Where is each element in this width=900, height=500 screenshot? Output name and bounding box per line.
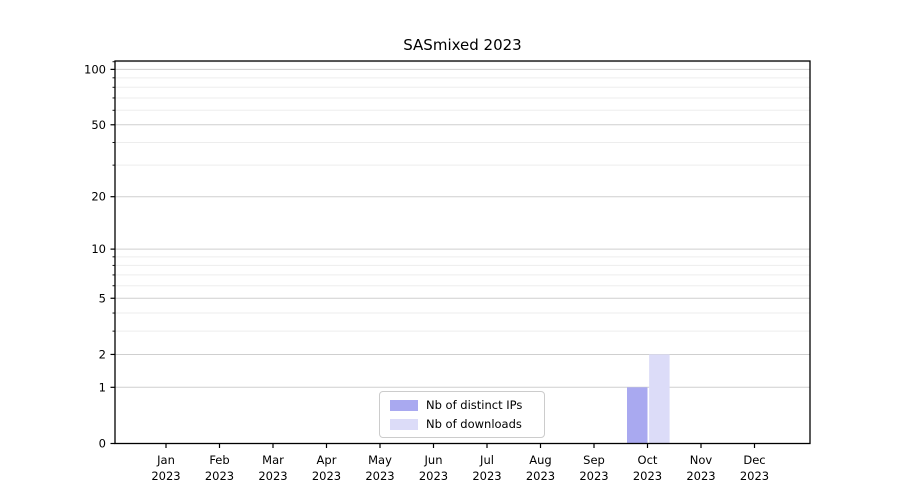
x-tick-label-month: Nov [690, 453, 713, 467]
x-tick-label-year: 2023 [151, 469, 180, 483]
x-tick-label-month: May [368, 453, 392, 467]
x-tick-label-year: 2023 [686, 469, 715, 483]
bar-nb-of-downloads-oct-2023 [649, 354, 670, 444]
x-tick-label-month: Oct [638, 453, 658, 467]
x-tick-label-year: 2023 [472, 469, 501, 483]
y-tick-label: 10 [91, 242, 106, 256]
y-tick-label: 5 [99, 291, 106, 305]
legend-swatch-downloads [390, 418, 418, 430]
bar-nb-of-distinct-ips-oct-2023 [627, 387, 648, 444]
x-tick-label-year: 2023 [740, 469, 769, 483]
legend-swatch-distinct-ips [390, 399, 418, 411]
x-tick-label-year: 2023 [579, 469, 608, 483]
x-tick-label-month: Jul [479, 453, 494, 467]
x-tick-label-year: 2023 [258, 469, 287, 483]
x-tick-label-year: 2023 [419, 469, 448, 483]
x-tick-label-year: 2023 [205, 469, 234, 483]
x-tick-label-month: Apr [317, 453, 337, 467]
y-tick-label: 0 [99, 437, 106, 451]
x-tick-label-month: Dec [743, 453, 765, 467]
y-tick-label: 50 [91, 118, 106, 132]
x-tick-label-year: 2023 [365, 469, 394, 483]
legend-label-downloads: Nb of downloads [426, 417, 522, 431]
legend-label-distinct-ips: Nb of distinct IPs [426, 398, 523, 412]
y-tick-label: 20 [91, 190, 106, 204]
y-tick-label: 1 [99, 380, 106, 394]
x-tick-label-month: Aug [529, 453, 551, 467]
legend-item-distinct-ips: Nb of distinct IPs [380, 398, 544, 413]
x-tick-label-month: Feb [209, 453, 229, 467]
chart-title: SASmixed 2023 [403, 36, 522, 54]
y-tick-label: 2 [99, 347, 106, 361]
legend: Nb of distinct IPs Nb of downloads [379, 391, 545, 438]
legend-item-downloads: Nb of downloads [380, 417, 544, 432]
x-tick-label-year: 2023 [526, 469, 555, 483]
x-tick-label-month: Jun [424, 453, 443, 467]
x-tick-label-year: 2023 [312, 469, 341, 483]
x-tick-label-year: 2023 [633, 469, 662, 483]
x-tick-label-month: Mar [262, 453, 284, 467]
x-tick-label-month: Jan [156, 453, 175, 467]
y-tick-label: 100 [84, 62, 106, 76]
x-tick-label-month: Sep [583, 453, 605, 467]
plot-border [114, 60, 811, 445]
